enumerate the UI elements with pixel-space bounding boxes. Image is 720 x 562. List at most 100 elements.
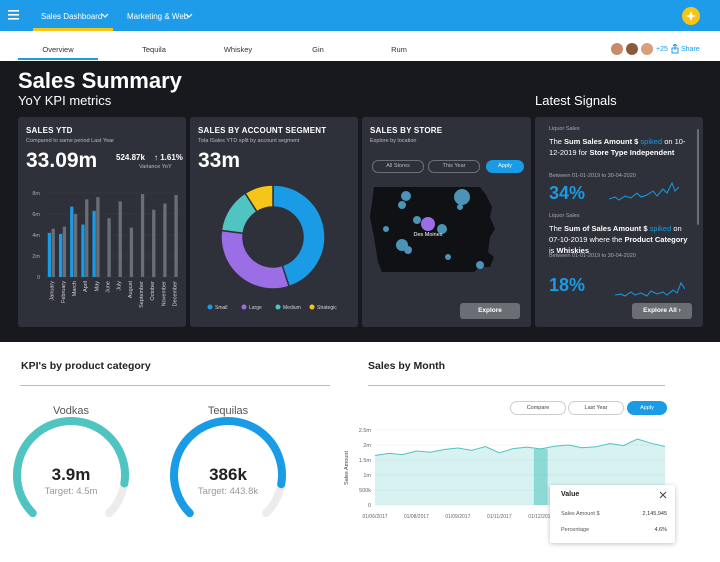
legend-swatch	[207, 304, 213, 310]
compare-filter[interactable]: Compare	[510, 401, 566, 415]
tooltip-value: 2,145,945	[642, 511, 667, 517]
x-tick-label: March	[72, 281, 78, 296]
variance-label: Variance YoY	[139, 164, 172, 170]
share-icon	[671, 44, 679, 54]
gauge-value: 3.9m	[52, 465, 91, 484]
tooltip-value: 4.6%	[654, 527, 667, 533]
x-tick-label: December	[172, 281, 178, 307]
text: Explore All	[643, 307, 677, 314]
bar	[152, 209, 156, 277]
sales-ytd-card: SALES YTD Compared to same period Last Y…	[18, 117, 186, 327]
sparkline	[615, 281, 685, 297]
bar	[70, 206, 74, 277]
sub-tab[interactable]: Tequila	[142, 45, 166, 54]
y-tick-label: 4m	[32, 233, 40, 239]
apply-button[interactable]: Apply	[486, 160, 524, 173]
bar	[92, 210, 96, 277]
bar	[81, 224, 85, 277]
signal-period: Between 01-01-2019 to 30-04-2020	[549, 253, 636, 259]
explore-all-button[interactable]: Explore All ›	[632, 303, 692, 319]
gauge-target: Target: 4.5m	[45, 486, 98, 497]
sub-tab[interactable]: Gin	[312, 45, 324, 54]
signal-text: The Sum Sales Amount $ spiked on 10-12-2…	[549, 136, 691, 158]
close-icon[interactable]	[659, 491, 667, 499]
sub-nav: Overview Tequila Whiskey Gin Rum +25 Sha…	[0, 31, 720, 62]
sub-tab[interactable]: Overview	[42, 45, 74, 54]
y-tick-label: 8m	[32, 191, 40, 197]
text: on 07-10-2019 where the	[549, 224, 682, 244]
y-tick-label: 6m	[32, 212, 40, 218]
x-tick-label: May	[94, 281, 100, 292]
section-title: KPI's by product category	[21, 360, 151, 372]
highlight-band	[533, 448, 548, 505]
bar	[118, 201, 122, 277]
gauge-fill	[13, 417, 129, 518]
card-title: SALES BY STORE	[370, 126, 443, 135]
bar	[140, 194, 145, 277]
legend-label: Strategic	[317, 305, 337, 311]
sparkline	[609, 181, 679, 201]
store-filter[interactable]: All Stores	[372, 160, 424, 173]
section-subtitle: YoY KPI metrics	[18, 93, 112, 108]
y-tick-label: 2.5m	[359, 428, 372, 434]
nav-tab[interactable]: Marketing & Web	[127, 12, 189, 21]
signal-change: 18%	[549, 275, 586, 295]
bar-chart: 0 2m 4m 6m 8m January February March April May Jun…	[32, 191, 180, 308]
more-users[interactable]: +25	[656, 46, 668, 53]
text: The	[549, 224, 565, 233]
legend-label: Small	[215, 305, 228, 311]
x-tick-label: April	[83, 281, 89, 292]
text: Product Category	[624, 235, 688, 244]
signal-source: Liquor Sales	[549, 126, 580, 132]
variance-pct: ↑ 1.61%	[154, 153, 183, 162]
chevron	[185, 13, 193, 18]
y-axis-label: Sales Amount	[344, 451, 350, 485]
signal-text: The Sum of Sales Amount $ spiked on 07-1…	[549, 223, 691, 256]
bar	[85, 199, 89, 277]
gauge: Tequilas 386k Target: 443.8k	[170, 405, 286, 518]
active-tab-indicator	[33, 28, 113, 31]
x-tick-label: July	[117, 281, 123, 291]
chevron	[101, 13, 109, 18]
section-title: Sales Summary	[18, 68, 182, 93]
scrollbar	[697, 129, 699, 225]
assistant-button[interactable]	[681, 6, 701, 26]
share-button[interactable]: Share	[681, 46, 700, 53]
summary-section: Sales Summary YoY KPI metrics Latest Sig…	[0, 61, 720, 342]
card-subtitle: Compared to same period Last Year	[26, 138, 115, 144]
nav-tab[interactable]: Sales Dashboard	[41, 12, 103, 21]
tooltip-title: Value	[561, 491, 580, 498]
legend-label: Medium	[283, 305, 301, 311]
explore-button[interactable]: Explore	[460, 303, 520, 319]
signals-card: Liquor Sales The Sum Sales Amount $ spik…	[535, 117, 703, 327]
x-tick-label: September	[139, 281, 145, 308]
card-subtitle: Tota lSales YTD split by account segment	[198, 138, 300, 144]
gauge-name: Tequilas	[208, 405, 249, 417]
sub-tab[interactable]: Whiskey	[223, 45, 253, 54]
text: Sum Sales Amount $	[564, 137, 639, 146]
text: spiked	[647, 224, 672, 233]
period-filter[interactable]: This Year	[428, 160, 480, 173]
divider	[20, 385, 330, 386]
signal-period: Between 01-01-2019 to 30-04-2020	[549, 173, 636, 179]
x-tick-label: August	[128, 281, 134, 299]
bar	[129, 227, 134, 277]
kpi-value: 33.09m	[26, 149, 98, 172]
x-tick-label: June	[105, 281, 111, 293]
x-tick-label: February	[61, 281, 67, 303]
donut-chart: Small Large Medium Strategic	[207, 184, 337, 311]
text: The	[549, 137, 565, 146]
y-tick-label: 1m	[363, 473, 371, 479]
period-filter[interactable]: Last Year	[568, 401, 624, 415]
gauge-target: Target: 443.8k	[198, 486, 258, 497]
apply-button[interactable]: Apply	[627, 401, 667, 415]
legend-swatch	[275, 304, 281, 310]
bar	[62, 226, 67, 277]
y-tick-label: 1.5m	[359, 458, 372, 464]
sub-tab[interactable]: Rum	[391, 45, 407, 54]
menu-icon[interactable]	[8, 9, 20, 21]
store-map: Des Moines	[370, 187, 495, 272]
x-tick-label: 01/12/2017	[528, 514, 553, 520]
donut-segment	[244, 184, 274, 213]
donut-segment	[272, 184, 326, 288]
